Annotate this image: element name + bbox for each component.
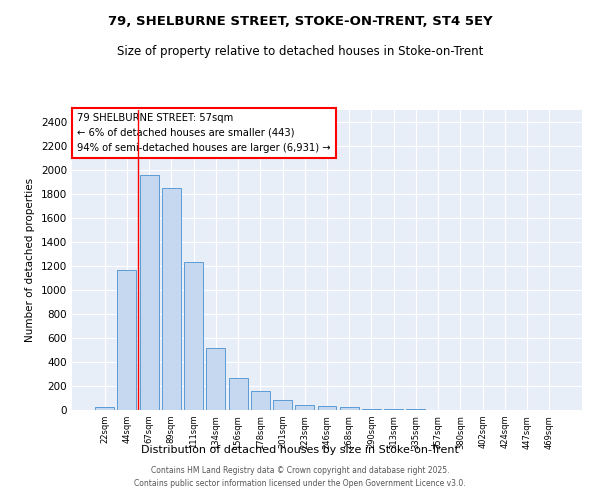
- Text: Contains HM Land Registry data © Crown copyright and database right 2025.
Contai: Contains HM Land Registry data © Crown c…: [134, 466, 466, 487]
- Bar: [362, 409, 381, 410]
- Bar: [273, 400, 292, 410]
- Bar: [340, 406, 359, 410]
- Text: Distribution of detached houses by size in Stoke-on-Trent: Distribution of detached houses by size …: [141, 445, 459, 455]
- Bar: [295, 405, 314, 410]
- Bar: [251, 392, 270, 410]
- Bar: [162, 188, 181, 410]
- Text: Size of property relative to detached houses in Stoke-on-Trent: Size of property relative to detached ho…: [117, 45, 483, 58]
- Bar: [140, 175, 158, 410]
- Bar: [184, 262, 203, 410]
- Bar: [317, 406, 337, 410]
- Y-axis label: Number of detached properties: Number of detached properties: [25, 178, 35, 342]
- Bar: [206, 348, 225, 410]
- Text: 79, SHELBURNE STREET, STOKE-ON-TRENT, ST4 5EY: 79, SHELBURNE STREET, STOKE-ON-TRENT, ST…: [107, 15, 493, 28]
- Bar: [118, 270, 136, 410]
- Text: 79 SHELBURNE STREET: 57sqm
← 6% of detached houses are smaller (443)
94% of semi: 79 SHELBURNE STREET: 57sqm ← 6% of detac…: [77, 113, 331, 152]
- Bar: [229, 378, 248, 410]
- Bar: [384, 409, 403, 410]
- Bar: [95, 407, 114, 410]
